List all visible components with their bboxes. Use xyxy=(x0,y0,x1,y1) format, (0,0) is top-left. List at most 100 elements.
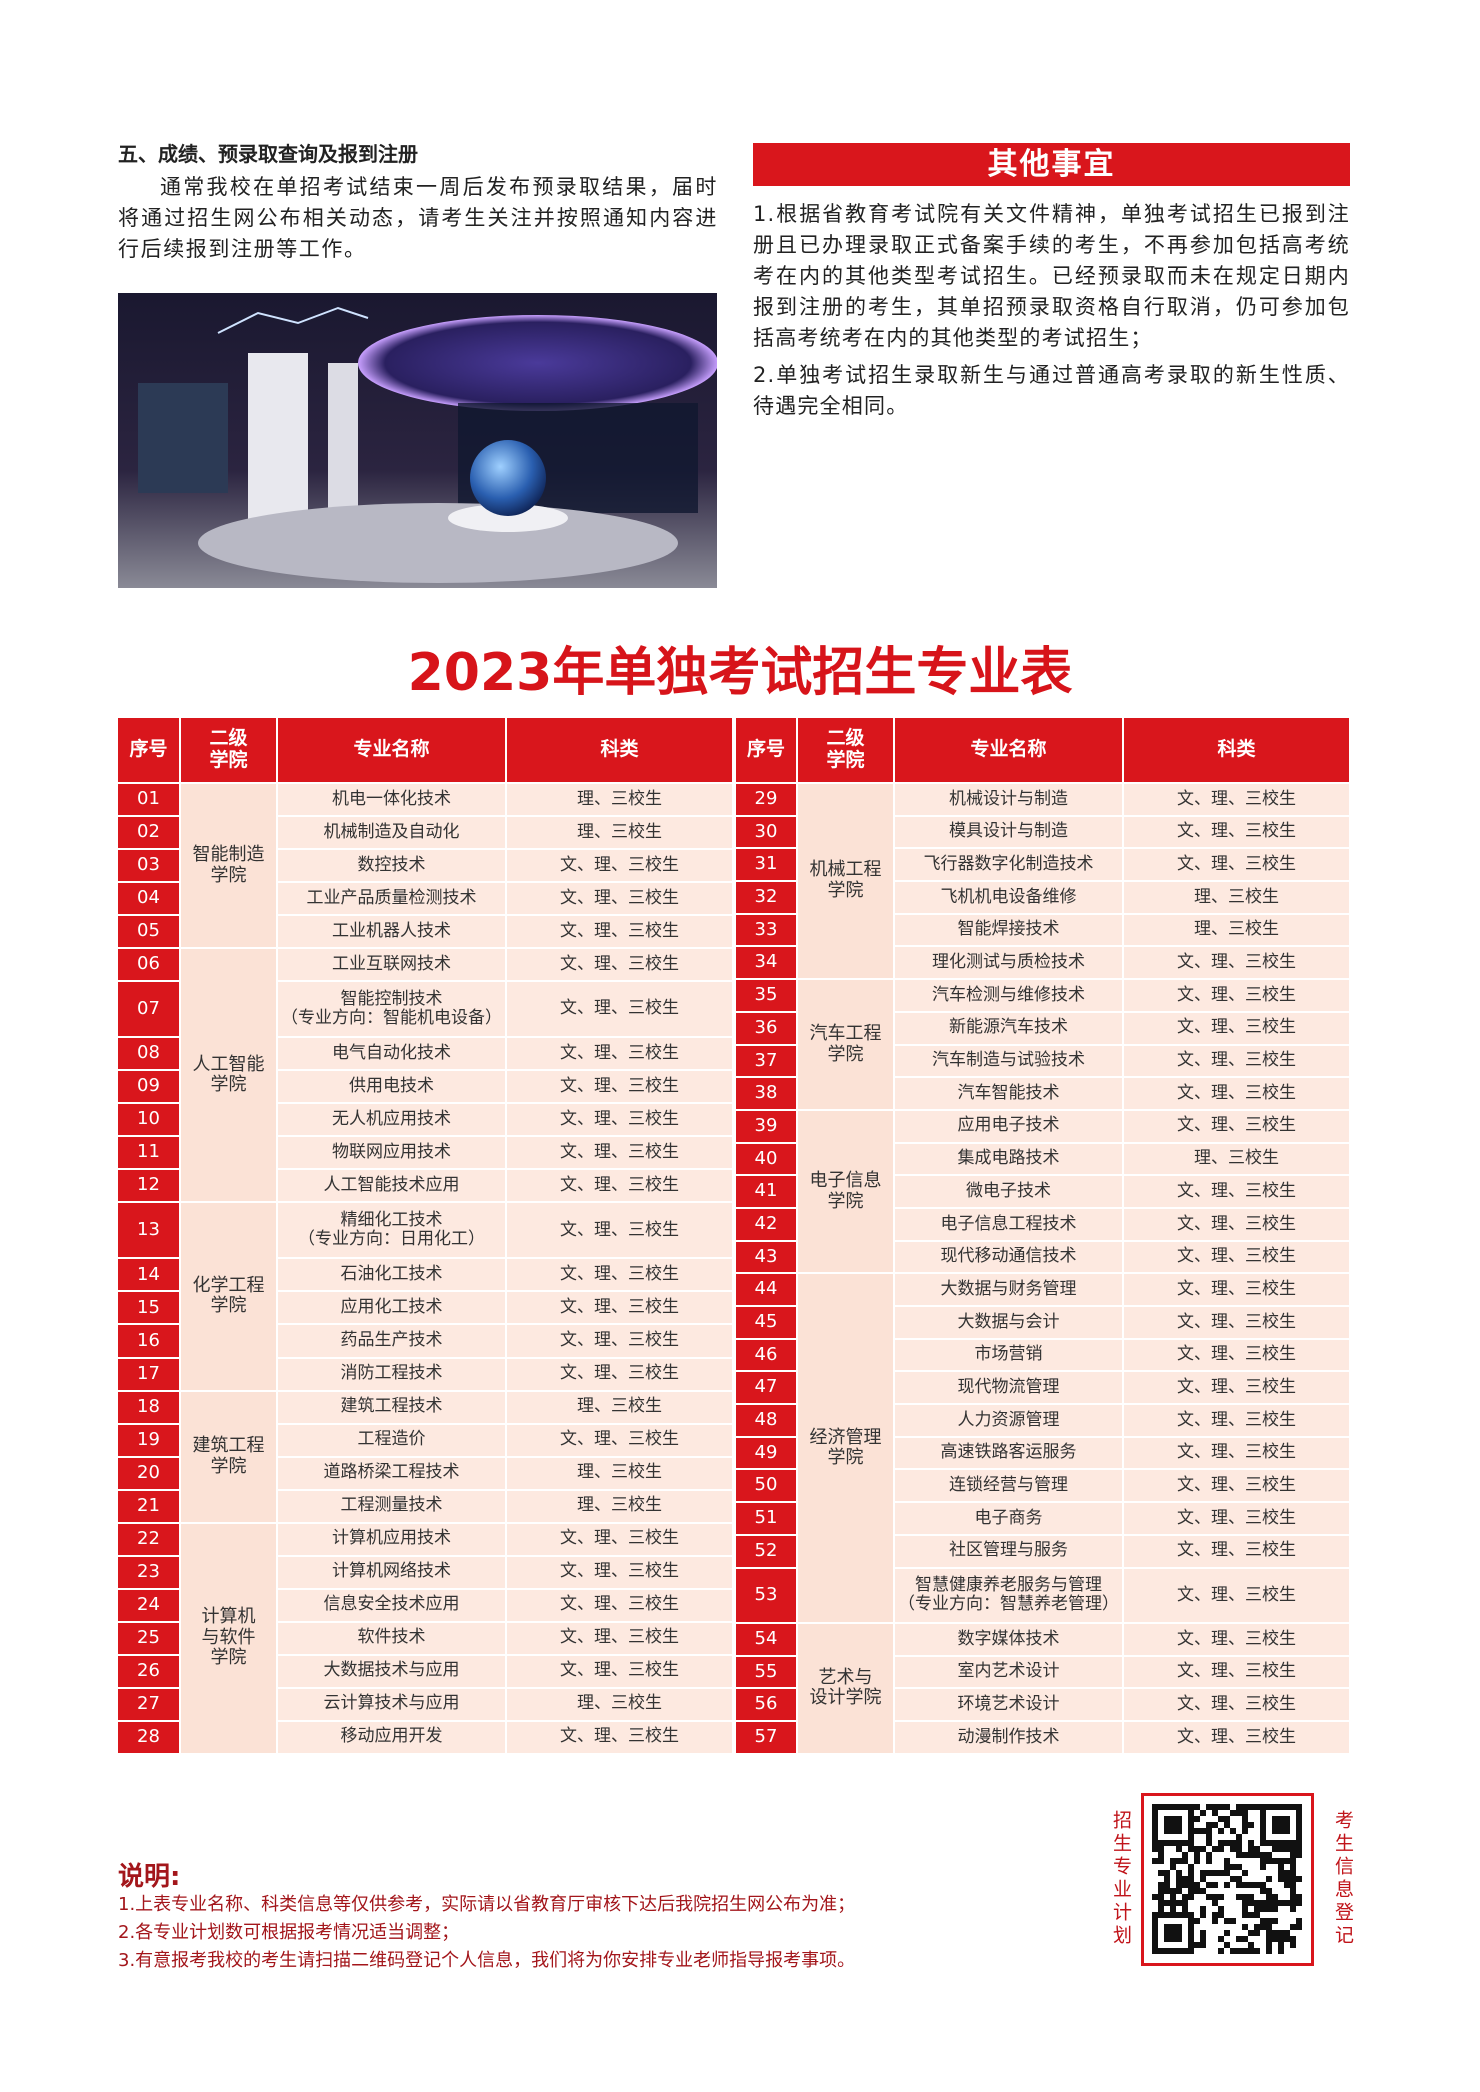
qr-module xyxy=(1260,1804,1266,1810)
qr-module xyxy=(1200,1846,1206,1852)
qr-module xyxy=(1176,1816,1182,1822)
category-cell: 文、理、三校生 xyxy=(1123,1469,1350,1503)
category-cell: 文、理、三校生 xyxy=(506,1423,733,1457)
major-cell: 移动应用开发 xyxy=(277,1720,506,1754)
qr-module xyxy=(1278,1900,1284,1906)
category-cell: 文、理、三校生 xyxy=(1123,1207,1350,1241)
qr-module xyxy=(1212,1846,1218,1852)
category-cell: 文、理、三校生 xyxy=(1123,1688,1350,1722)
table-row: 26 大数据技术与应用 文、理、三校生 xyxy=(117,1654,733,1688)
qr-module xyxy=(1260,1840,1266,1846)
row-number: 39 xyxy=(735,1109,797,1143)
qr-module xyxy=(1236,1804,1242,1810)
qr-module xyxy=(1218,1816,1224,1822)
category-cell: 文、理、三校生 xyxy=(1123,1011,1350,1045)
header-cell: 二级 学院 xyxy=(797,717,894,783)
table-row: 27 云计算技术与应用 理、三校生 xyxy=(117,1687,733,1721)
row-number: 50 xyxy=(735,1469,797,1503)
qr-module xyxy=(1278,1942,1284,1948)
qr-module xyxy=(1182,1882,1188,1888)
qr-module xyxy=(1236,1852,1242,1858)
list-item: 1.根据省教育考试院有关文件精神，单独考试招生已报到注册且已办理录取正式备案手续… xyxy=(753,202,1350,350)
major-cell: 智能焊接技术 xyxy=(894,913,1123,947)
qr-module xyxy=(1218,1804,1224,1810)
major-cell: 供用电技术 xyxy=(277,1070,506,1104)
section-list: 1.根据省教育考试院有关文件精神，单独考试招生已报到注册且已办理录取正式备案手续… xyxy=(753,199,1350,428)
qr-module xyxy=(1188,1882,1194,1888)
table-row: 42 电子信息工程技术 文、理、三校生 xyxy=(735,1207,1350,1241)
qr-module xyxy=(1158,1912,1164,1918)
qr-module xyxy=(1266,1852,1272,1858)
major-cell: 人工智能技术应用 xyxy=(277,1169,506,1203)
qr-module xyxy=(1152,1816,1158,1822)
major-cell: 消防工程技术 xyxy=(277,1357,506,1391)
qr-module xyxy=(1182,1900,1188,1906)
qr-module xyxy=(1248,1852,1254,1858)
table-row: 35 汽车工程 学院 汽车检测与维修技术 文、理、三校生 xyxy=(735,979,1350,1110)
qr-module xyxy=(1218,1948,1224,1954)
category-cell: 理、三校生 xyxy=(506,816,733,850)
category-cell: 文、理、三校生 xyxy=(1123,1371,1350,1405)
qr-module xyxy=(1200,1870,1206,1876)
qr-module xyxy=(1266,1894,1272,1900)
category-cell: 理、三校生 xyxy=(506,1456,733,1490)
qr-module xyxy=(1188,1876,1194,1882)
qr-module xyxy=(1188,1918,1194,1924)
qr-code[interactable] xyxy=(1144,1796,1311,1963)
qr-code-frame[interactable] xyxy=(1141,1793,1314,1966)
qr-module xyxy=(1176,1822,1182,1828)
qr-module xyxy=(1170,1864,1176,1870)
major-cell: 信息安全技术应用 xyxy=(277,1588,506,1622)
category-cell: 理、三校生 xyxy=(506,783,733,817)
major-cell: 理化测试与质检技术 xyxy=(894,946,1123,980)
row-number: 18 xyxy=(117,1390,180,1424)
qr-module xyxy=(1230,1918,1236,1924)
qr-module xyxy=(1158,1948,1164,1954)
qr-module xyxy=(1266,1840,1272,1846)
row-number: 47 xyxy=(735,1371,797,1405)
qr-module xyxy=(1284,1876,1290,1882)
qr-module xyxy=(1242,1870,1248,1876)
qr-module xyxy=(1248,1912,1254,1918)
qr-module xyxy=(1152,1840,1158,1846)
qr-module xyxy=(1152,1846,1158,1852)
major-cell: 动漫制作技术 xyxy=(894,1721,1123,1754)
row-number: 12 xyxy=(117,1169,180,1203)
qr-module xyxy=(1200,1942,1206,1948)
qr-module xyxy=(1212,1882,1218,1888)
major-cell: 应用电子技术 xyxy=(894,1109,1123,1143)
qr-module xyxy=(1248,1900,1254,1906)
category-cell: 理、三校生 xyxy=(1123,881,1350,914)
major-cell: 石油化工技术 xyxy=(277,1258,506,1292)
qr-module xyxy=(1218,1840,1224,1846)
qr-module xyxy=(1260,1918,1266,1924)
qr-module xyxy=(1236,1840,1242,1846)
qr-module xyxy=(1278,1936,1284,1942)
qr-module xyxy=(1170,1936,1176,1942)
qr-module xyxy=(1188,1810,1194,1816)
qr-module xyxy=(1296,1822,1302,1828)
category-cell: 文、理、三校生 xyxy=(506,1136,733,1170)
qr-module xyxy=(1284,1930,1290,1936)
qr-module xyxy=(1254,1930,1260,1936)
major-cell: 药品生产技术 xyxy=(277,1324,506,1358)
qr-module xyxy=(1290,1900,1296,1906)
category-cell: 文、理、三校生 xyxy=(1123,1502,1350,1535)
qr-module xyxy=(1254,1804,1260,1810)
qr-module xyxy=(1188,1888,1194,1894)
qr-module xyxy=(1248,1840,1254,1846)
qr-module xyxy=(1272,1930,1278,1936)
category-cell: 文、理、三校生 xyxy=(506,1720,733,1754)
row-number: 40 xyxy=(735,1142,797,1176)
major-cell: 工业互联网技术 xyxy=(277,948,506,982)
qr-module xyxy=(1272,1900,1278,1906)
qr-module xyxy=(1206,1870,1212,1876)
qr-module xyxy=(1158,1900,1164,1906)
category-cell: 理、三校生 xyxy=(506,1687,733,1721)
table-row: 31 飞行器数字化制造技术 文、理、三校生 xyxy=(735,848,1350,882)
qr-module xyxy=(1266,1942,1272,1948)
table-row: 23 计算机网络技术 文、理、三校生 xyxy=(117,1555,733,1589)
qr-module xyxy=(1248,1822,1254,1828)
qr-module xyxy=(1236,1876,1242,1882)
qr-module xyxy=(1176,1858,1182,1864)
